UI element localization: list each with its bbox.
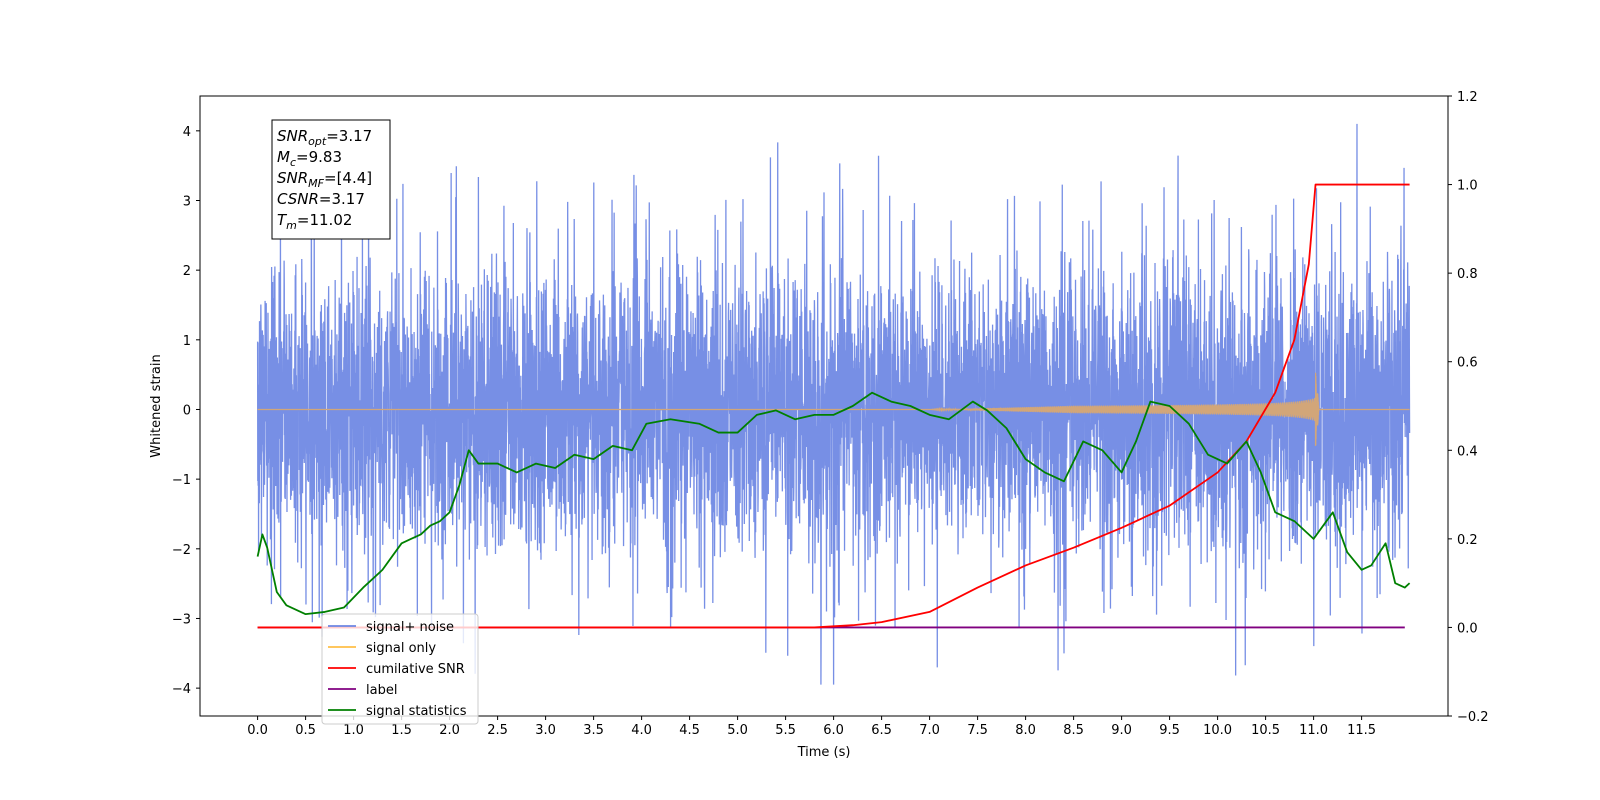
x-tick-label: 9.5 xyxy=(1159,723,1180,738)
info-box-line: Mc=9.83 xyxy=(277,148,342,169)
y-tick-label: 4 xyxy=(183,125,191,140)
series-line-signal-only xyxy=(257,372,1410,446)
y-tick-label: 0 xyxy=(183,403,191,418)
x-tick-label: 8.5 xyxy=(1063,723,1084,738)
x-tick-label: 11.0 xyxy=(1299,723,1328,738)
legend-label: cumilative SNR xyxy=(366,662,465,677)
legend-frame xyxy=(321,613,479,725)
x-tick-label: 4.0 xyxy=(631,723,652,738)
x-tick-label: 8.0 xyxy=(1015,723,1036,738)
info-box-line: CSNR=3.17 xyxy=(277,190,365,208)
x-tick-label: 1.0 xyxy=(343,723,364,738)
legend-label: signal statistics xyxy=(366,704,467,719)
plot-frame xyxy=(199,95,1449,717)
info-box-line: Tm=11.02 xyxy=(277,211,352,232)
y-tick-label: −1 xyxy=(172,473,191,488)
y-tick-label: 1 xyxy=(183,334,191,349)
y-axis-ticks: 4 3 2 1 0 −1 −2 −3 −4 xyxy=(172,125,200,697)
y2-tick-label: 0.6 xyxy=(1457,356,1478,371)
legend-label: signal+ noise xyxy=(366,620,454,635)
y2-tick-label: 0.2 xyxy=(1457,533,1478,548)
y-tick-label: −4 xyxy=(172,682,191,697)
series-line-cumulative-snr xyxy=(257,183,1410,629)
x-tick-label: 10.5 xyxy=(1251,723,1280,738)
info-box-line: SNRMF=[4.4] xyxy=(277,169,372,190)
x-tick-label: 3.5 xyxy=(583,723,604,738)
x-tick-label: 7.5 xyxy=(967,723,988,738)
legend-label: label xyxy=(366,683,397,698)
x-tick-label: 0.0 xyxy=(247,723,268,738)
info-box-frame xyxy=(271,119,391,240)
x-tick-label: 3.0 xyxy=(535,723,556,738)
x-tick-label: 4.5 xyxy=(679,723,700,738)
legend: signal+ noise signal only cumilative SNR la… xyxy=(321,613,479,725)
x-tick-label: 0.5 xyxy=(295,723,316,738)
x-tick-label: 10.0 xyxy=(1203,723,1232,738)
y-tick-label: 3 xyxy=(183,194,191,209)
noise-layer xyxy=(256,123,1411,685)
y2-tick-label: −0.2 xyxy=(1457,710,1489,725)
y2-tick-label: 0.0 xyxy=(1457,621,1478,636)
x-tick-label: 11.5 xyxy=(1347,723,1376,738)
x-tick-label: 2.5 xyxy=(487,723,508,738)
info-box-line: SNRopt=3.17 xyxy=(277,127,372,148)
x-tick-label: 7.0 xyxy=(919,723,940,738)
series-line-signal-statistics xyxy=(256,391,1411,616)
signal-layer xyxy=(257,372,1410,446)
legend-label: signal only xyxy=(366,641,436,656)
x-axis-label: Time (s) xyxy=(797,745,851,760)
x-tick-label: 9.0 xyxy=(1111,723,1132,738)
y2-axis-ticks: 1.2 1.0 0.8 0.6 0.4 0.2 0.0 −0.2 xyxy=(1448,90,1489,725)
y-tick-label: −2 xyxy=(172,543,191,558)
y-axis-label: Whitened strain xyxy=(149,354,164,457)
x-tick-label: 2.0 xyxy=(439,723,460,738)
x-tick-label: 1.5 xyxy=(391,723,412,738)
x-tick-label: 5.0 xyxy=(727,723,748,738)
y-tick-label: −3 xyxy=(172,612,191,627)
x-tick-label: 6.0 xyxy=(823,723,844,738)
x-tick-label: 5.5 xyxy=(775,723,796,738)
y2-tick-label: 1.2 xyxy=(1457,90,1478,105)
y2-tick-label: 0.8 xyxy=(1457,267,1478,282)
x-axis-ticks: 0.0 0.5 1.0 1.5 2.0 2.5 3.0 3.5 4.0 4.5 5.0 5.5 6.0 6… xyxy=(247,716,1376,738)
y-tick-label: 2 xyxy=(183,264,191,279)
y2-tick-label: 1.0 xyxy=(1457,179,1478,194)
y2-tick-label: 0.4 xyxy=(1457,444,1478,459)
series-line-signal-noise xyxy=(256,123,1411,685)
x-tick-label: 6.5 xyxy=(871,723,892,738)
